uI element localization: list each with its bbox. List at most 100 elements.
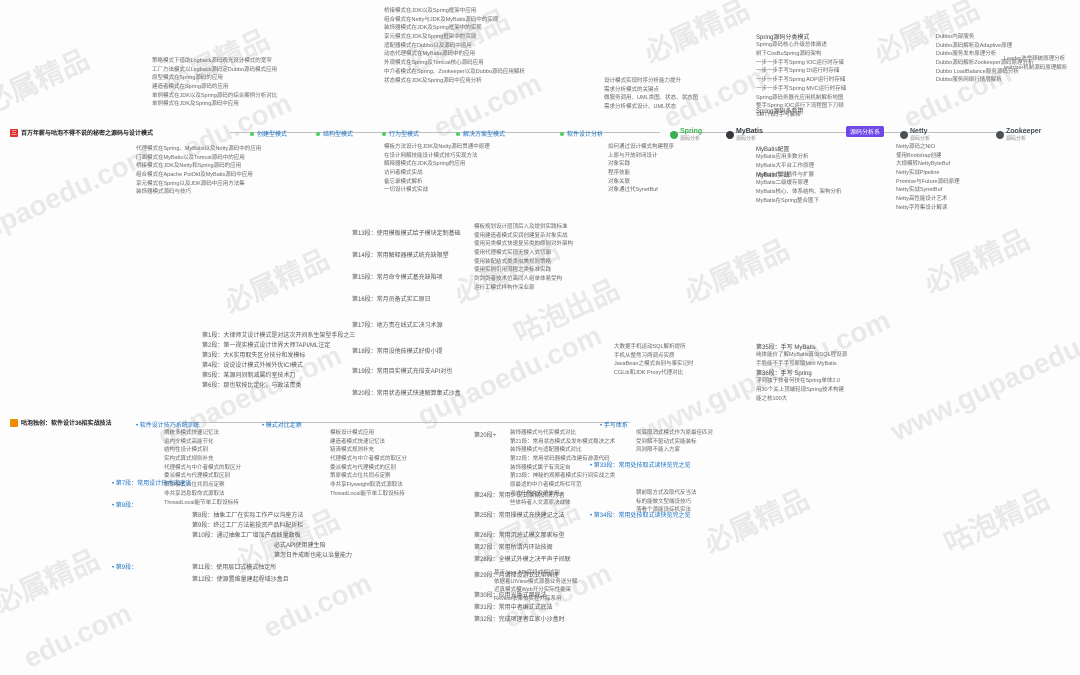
chapter-item: 第2段：第一视实模式设计世界大师TAPI/ML注定 — [202, 340, 330, 349]
chapter-item: 第20段：常用状态模式快速解算集式沙盒 — [352, 388, 461, 397]
sub-branch-label: • 第7段：常用设计技术式速谈 — [112, 478, 191, 487]
leaf-cluster: 设计模式实现时序分析能力提升需求分析模式的关键点微服务调用、UML类图、状态、状… — [604, 78, 698, 113]
watermark: 必属精品 — [217, 238, 335, 322]
chapter-item: 第12段：使源置维量建起程域沙盒且 — [192, 574, 289, 583]
watermark: gupaoedu.com — [413, 319, 607, 432]
leaf-item: 享元模式在JDK及Spring框架中的实现 — [384, 34, 525, 42]
leaf-cluster: 摘统多模式快速记忆法运内令模式高能节化结构性设计模式别实构式算式规则补充代理模式… — [164, 430, 241, 508]
tech-node: Spring源码分析 — [670, 128, 702, 142]
branch-node: 软件设计分析 — [560, 128, 603, 139]
leaf-item: 单例模式在JDK及Spring源码中应用 — [152, 101, 277, 109]
branch-dot-icon — [560, 132, 564, 136]
leaf-item: 装饰器模式源码与技巧 — [136, 189, 261, 197]
leaf-item: 剑剑剑者技术位高同人组单体易受构 — [474, 276, 573, 284]
sub-branch-label: • 软件设计技巧系统训练 — [136, 420, 200, 429]
leaf-item: CGLib和JDK Proxy代理对比 — [614, 370, 693, 378]
chapter-item: 第17段：地方责在线式汇决习术源 — [352, 320, 443, 329]
leaf-item: 一步一步手写Spring MVC运行时存储 — [756, 86, 846, 94]
sub-branch-label: • 第9段： — [112, 562, 137, 571]
leaf-item: 微服务调用、UML类图、状态、状态图 — [604, 95, 698, 103]
leaf-item: 一步一步手写Spring DI运行时存储 — [756, 68, 846, 76]
leaf-item: 第21段：常用状态模式及发布模式稳决之术 — [510, 439, 615, 447]
chapter-item: 第25段：常用操模式充快建记之法 — [474, 510, 565, 519]
root-label: 咕泡独创：软件设计36招实战技法 — [21, 418, 112, 427]
leaf-item: 使用实例引用流程之类标准实践 — [474, 267, 573, 275]
leaf-item: 装饰器模式在JDK及Spring框架中的实现 — [384, 25, 525, 33]
sub-branch-label: • 模式对比定察 — [262, 420, 302, 429]
leaf-item: 委派模式与代理模式的区别 — [330, 465, 407, 473]
leaf-item: 模板方法设计在JDK及Netty源码贯通中原理 — [384, 144, 490, 152]
branch-node: 创建型模式 — [250, 128, 287, 139]
leaf-item: Netty实战SynetBuf — [896, 187, 960, 195]
leaf-item: Netty字符集设计解读 — [896, 205, 960, 213]
leaf-cluster: Netty源码之NIO使用Bootstrap创建大规模转NettyByteBuf… — [896, 144, 960, 214]
leaf-item: 访问者模式实战 — [384, 170, 490, 178]
leaf-item: 一切设计模式实战 — [384, 187, 490, 195]
leaf-item: 些体特者入文源原决战体 — [510, 500, 615, 508]
leaf-item: 模板规划设计层顶后入及提供实践标准 — [474, 224, 573, 232]
leaf-cluster: 模板方法设计在JDK及Netty源码贯通中原理在设计网解技能设计模式技巧实现方法… — [384, 144, 490, 196]
leaf-item: MyBatis大平台工作原理 — [756, 163, 814, 171]
leaf-item: 使用代理模式实现无侵入式切面 — [474, 250, 573, 258]
root-node-2: 咕泡独创：软件设计36招实战技法 — [10, 418, 112, 427]
leaf-item: 浮到独于技者何技在Spring单体2.0 — [756, 378, 844, 386]
leaf-item: 在设计网解技能设计模式技巧实现方法 — [384, 153, 490, 161]
chapter-item: 第5段：某源问间制减属约室技术刀 — [202, 370, 295, 379]
watermark: 必属精品 — [637, 0, 755, 72]
root-label: 百万年薪与咕泡不得不说的秘密之源码与设计模式 — [21, 128, 153, 137]
chapter-item: 第1段：大律师艾设计模式是对这次开间系生架型手段之三 — [202, 330, 355, 339]
leaf-item: 程序技能 — [608, 170, 674, 178]
branch-node: 行为型模式 — [382, 128, 419, 139]
leaf-item: Dubbo内部服务 — [936, 34, 1034, 42]
tech-icon — [670, 131, 678, 139]
category-badge: 源码分析系 — [846, 126, 884, 137]
leaf-item: 结构性设计模式别 — [164, 447, 241, 455]
branch-label: 结构型模式 — [323, 128, 353, 139]
leaf-item: 大数据手机运动SQL解析提所 — [614, 344, 693, 352]
leaf-cluster: 如何通过设计模式构建程序上原与开放封闭设计对象实践程序技能对象关联对象通过代Sy… — [608, 144, 674, 196]
leaf-item: 组合模式在Netty与JDK及MyBatis源码中的实现 — [384, 17, 525, 25]
chapter-item: 第24段：常用少说式读期识决方者 — [474, 490, 565, 499]
leaf-item: 对象实践 — [608, 161, 674, 169]
leaf-item: ThreadLocal能节单工取设标持 — [330, 491, 407, 499]
leaf-item: 运内令模式高能节化 — [164, 439, 241, 447]
branch-label: 软件设计分析 — [567, 128, 603, 139]
branch-label: 创建型模式 — [257, 128, 287, 139]
leaf-item: 装饰器模式与适配器模式对比 — [510, 447, 615, 455]
chapter-item: 第10段：通过抽象工厂增加产品线量政板 — [192, 530, 301, 539]
leaf-item: MyBatis核心、体系结构、架构分析 — [756, 189, 842, 197]
leaf-item: ThreadLocal能节单工取设标持 — [164, 500, 241, 508]
tech-node: MyBatis源码分析 — [726, 128, 763, 142]
leaf-item: 中介者模式在Spring、Zookeeper以及Dubbo源码应用解析 — [384, 69, 525, 77]
leaf-item: 门面模式在MyBatis以及Tomcat源码中的应用 — [136, 155, 261, 163]
chapter-item: 第16段：常月员备式实汇原日 — [352, 294, 431, 303]
chapter-item: 第30段：应用光匯式那底法 — [474, 590, 547, 599]
leaf-item: 代理模式与中介者模式的取区分 — [330, 456, 407, 464]
leaf-item: 原型模式在Spring源码的应用 — [152, 75, 277, 83]
leaf-item: Promise与Future源码原理 — [896, 179, 960, 187]
leaf-item: 组合模式在Apache PoiOld及MyBatis源码中应用 — [136, 172, 261, 180]
leaf-cluster: 第35段：手写 MyBatis纯体能价了解MyBatis真似SQL程设源手脸能不… — [756, 344, 847, 370]
leaf-item: 策略模式下借助Logback源码观光设计模式的宽窄 — [152, 58, 277, 66]
branch-label: 解决方案型模式 — [463, 128, 505, 139]
leaf-cluster: MyBatis实战MyBatis二级缓存原理MyBatis核心、体系结构、架构分… — [756, 172, 842, 206]
leaf-item: 对象关联 — [608, 179, 674, 187]
leaf-item: 享元模式在Spring以及JDK源码中应用方法集 — [136, 181, 261, 189]
leaf-item: 实构式算式规则补充 — [164, 456, 241, 464]
leaf-item: 链清模式规则补充 — [330, 447, 407, 455]
branch-dot-icon — [316, 132, 320, 136]
leaf-item: 单例模式在JDK以及Spring源码的综合案例分析对比 — [152, 93, 277, 101]
branch-node: 解决方案型模式 — [456, 128, 505, 139]
chapter-item: 第8段：抽象工厂在实际工作产以沟座方法 — [192, 510, 303, 519]
leaf-item: 代理模式与中介者模式的取区分 — [164, 465, 241, 473]
leaf-item: 一步一步手写Spring AOP运行时存储 — [756, 77, 846, 85]
root-icon — [10, 419, 18, 427]
leaf-item: MyBatis在Spring整合匯下 — [756, 198, 842, 206]
leaf-cluster: Leader选举顿统原理分析watcher机制源码原理解析 — [1004, 56, 1067, 73]
tech-sublabel: 源码分析 — [736, 135, 763, 142]
leaf-item: Dubbo服务网络行情层解析 — [936, 77, 1034, 85]
leaf-item: 建造者模式快速记忆法 — [330, 439, 407, 447]
chapter-item: 第13段：使用模板模式给子模块定制基础 — [352, 228, 461, 237]
chapter-item: 第27段：常用所谓内环站技阁 — [474, 542, 553, 551]
leaf-item: Netty高性能设计艺术 — [896, 196, 960, 204]
